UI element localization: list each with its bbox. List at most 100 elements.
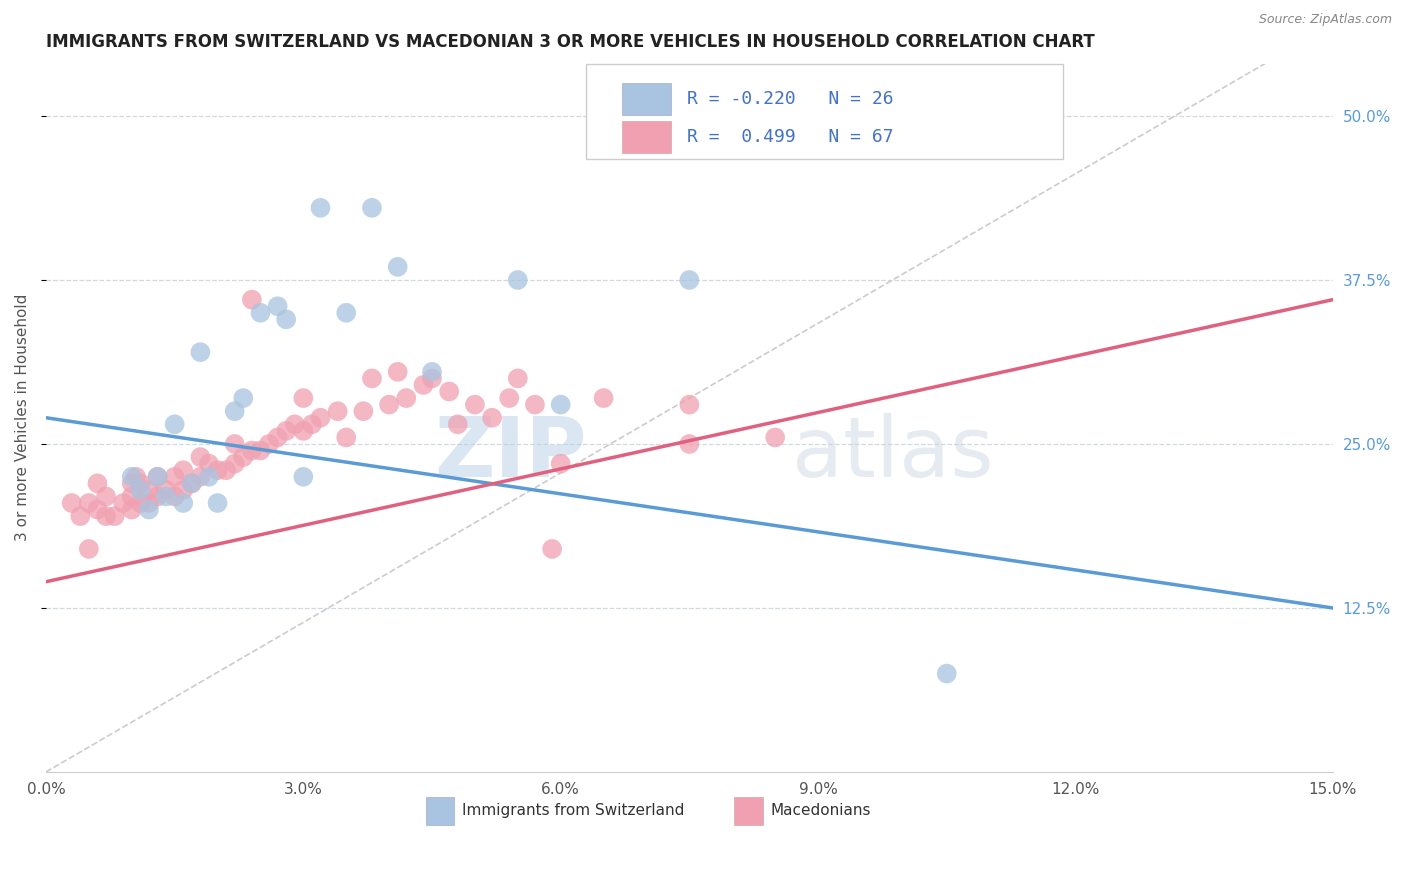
Point — [146, 490, 169, 504]
Point — [146, 470, 169, 484]
Point — [190, 470, 212, 484]
FancyBboxPatch shape — [623, 121, 671, 153]
Point — [326, 404, 349, 418]
Point — [240, 443, 263, 458]
Text: Macedonians: Macedonians — [770, 804, 870, 819]
Point — [129, 476, 152, 491]
Point — [138, 496, 160, 510]
Point — [77, 496, 100, 510]
Point — [309, 410, 332, 425]
Point — [437, 384, 460, 399]
Point — [121, 502, 143, 516]
Point — [172, 463, 194, 477]
Point — [215, 463, 238, 477]
FancyBboxPatch shape — [586, 63, 1063, 159]
Point — [172, 496, 194, 510]
Text: Immigrants from Switzerland: Immigrants from Switzerland — [461, 804, 683, 819]
Point — [190, 345, 212, 359]
Text: Source: ZipAtlas.com: Source: ZipAtlas.com — [1258, 13, 1392, 27]
Point — [395, 391, 418, 405]
Point — [935, 666, 957, 681]
Point — [240, 293, 263, 307]
Point — [198, 457, 221, 471]
Point — [138, 502, 160, 516]
Point — [447, 417, 470, 432]
Point — [678, 398, 700, 412]
Point — [550, 398, 572, 412]
Point — [224, 437, 246, 451]
Point — [94, 509, 117, 524]
Point — [163, 417, 186, 432]
Point — [420, 371, 443, 385]
Point — [506, 273, 529, 287]
Point — [301, 417, 323, 432]
Text: R =  0.499   N = 67: R = 0.499 N = 67 — [686, 128, 893, 146]
Point — [232, 391, 254, 405]
Point — [224, 457, 246, 471]
FancyBboxPatch shape — [426, 797, 454, 825]
Point — [592, 391, 614, 405]
Point — [104, 509, 127, 524]
Point — [180, 476, 202, 491]
Text: ZIP: ZIP — [434, 413, 586, 493]
Point — [146, 470, 169, 484]
Y-axis label: 3 or more Vehicles in Household: 3 or more Vehicles in Household — [15, 294, 30, 541]
Point — [292, 424, 315, 438]
Point — [481, 410, 503, 425]
Point — [387, 365, 409, 379]
Point — [155, 483, 177, 497]
Point — [163, 470, 186, 484]
Point — [207, 463, 229, 477]
Point — [506, 371, 529, 385]
Point — [94, 490, 117, 504]
Point — [361, 201, 384, 215]
Point — [60, 496, 83, 510]
Point — [378, 398, 401, 412]
Point — [69, 509, 91, 524]
Text: R = -0.220   N = 26: R = -0.220 N = 26 — [686, 90, 893, 108]
Point — [678, 273, 700, 287]
Point — [541, 541, 564, 556]
Point — [224, 404, 246, 418]
FancyBboxPatch shape — [623, 83, 671, 115]
Point — [464, 398, 486, 412]
Point — [232, 450, 254, 464]
Point — [121, 490, 143, 504]
Point — [125, 470, 148, 484]
Point — [284, 417, 307, 432]
Point — [523, 398, 546, 412]
Point — [207, 496, 229, 510]
Point — [412, 378, 434, 392]
Point — [420, 365, 443, 379]
Point — [550, 457, 572, 471]
Point — [276, 424, 298, 438]
Point — [266, 430, 288, 444]
Point — [155, 490, 177, 504]
Point — [138, 483, 160, 497]
Point — [172, 483, 194, 497]
Point — [190, 450, 212, 464]
Point — [276, 312, 298, 326]
Point — [163, 490, 186, 504]
Point — [266, 299, 288, 313]
Point — [763, 430, 786, 444]
Point — [292, 470, 315, 484]
Point — [309, 201, 332, 215]
Point — [198, 470, 221, 484]
Point — [86, 476, 108, 491]
Point — [387, 260, 409, 274]
Point — [121, 470, 143, 484]
Text: atlas: atlas — [793, 413, 994, 493]
Point — [86, 502, 108, 516]
Point — [121, 476, 143, 491]
Text: IMMIGRANTS FROM SWITZERLAND VS MACEDONIAN 3 OR MORE VEHICLES IN HOUSEHOLD CORREL: IMMIGRANTS FROM SWITZERLAND VS MACEDONIA… — [46, 33, 1095, 51]
Point — [112, 496, 135, 510]
Point — [292, 391, 315, 405]
Point — [352, 404, 374, 418]
Point — [678, 437, 700, 451]
Point — [129, 483, 152, 497]
Point — [249, 306, 271, 320]
Point — [335, 430, 357, 444]
Point — [335, 306, 357, 320]
Point — [361, 371, 384, 385]
